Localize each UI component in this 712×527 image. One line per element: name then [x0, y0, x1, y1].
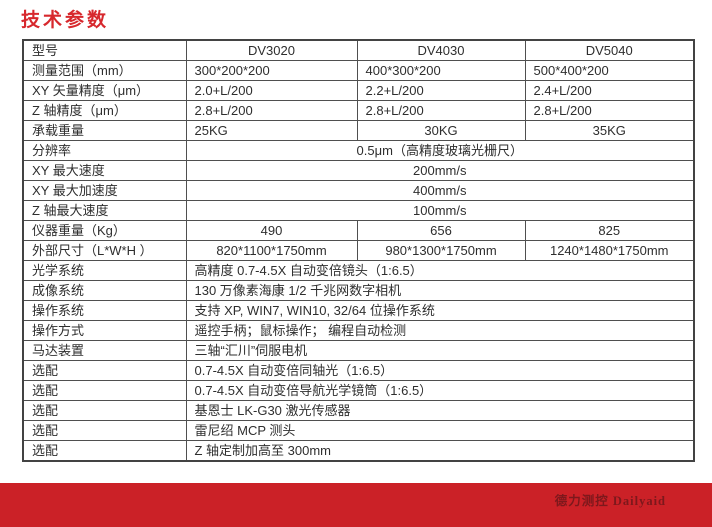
row-label: 仪器重量（Kg） — [22, 220, 187, 241]
table-row: 成像系统 130 万像素海康 1/2 千兆网数字相机 — [22, 280, 695, 301]
row-value: DV5040 — [524, 39, 695, 61]
row-label: 选配 — [22, 420, 187, 441]
footer-bar: 德力测控 Dailyaid — [0, 483, 712, 527]
table-row: Z 轴最大速度 100mm/s — [22, 200, 695, 221]
row-value-span: 0.7-4.5X 自动变倍导航光学镜筒（1:6.5） — [185, 380, 695, 401]
row-value-span: 0.5μm（高精度玻璃光栅尺） — [185, 140, 695, 161]
row-label: 操作系统 — [22, 300, 187, 321]
row-value-span: 200mm/s — [185, 160, 695, 181]
row-label: Z 轴精度（μm） — [22, 100, 187, 121]
row-value: DV4030 — [356, 39, 526, 61]
row-value: 980*1300*1750mm — [356, 240, 526, 261]
row-value-span: Z 轴定制加高至 300mm — [185, 440, 695, 462]
row-label: 型号 — [22, 39, 187, 61]
row-value: 25KG — [185, 120, 358, 141]
table-row: 选配 0.7-4.5X 自动变倍导航光学镜筒（1:6.5） — [22, 380, 695, 401]
row-value: 2.8+L/200 — [524, 100, 695, 121]
row-value-span: 高精度 0.7-4.5X 自动变倍镜头（1:6.5） — [185, 260, 695, 281]
table-row: 操作方式 遥控手柄；鼠标操作； 编程自动检测 — [22, 320, 695, 341]
spec-table: 型号 DV3020 DV4030 DV5040 测量范围（mm） 300*200*200 4… — [22, 39, 695, 462]
row-label: Z 轴最大速度 — [22, 200, 187, 221]
row-label: 测量范围（mm） — [22, 60, 187, 81]
row-label: 马达装置 — [22, 340, 187, 361]
table-row: XY 最大速度 200mm/s — [22, 160, 695, 181]
row-value: 2.8+L/200 — [185, 100, 358, 121]
table-row: 型号 DV3020 DV4030 DV5040 — [22, 39, 695, 61]
row-label: 承载重量 — [22, 120, 187, 141]
row-label: 操作方式 — [22, 320, 187, 341]
table-row: 选配 基恩士 LK-G30 激光传感器 — [22, 400, 695, 421]
table-row: 光学系统 高精度 0.7-4.5X 自动变倍镜头（1:6.5） — [22, 260, 695, 281]
row-value-span: 基恩士 LK-G30 激光传感器 — [185, 400, 695, 421]
row-label: 选配 — [22, 380, 187, 401]
row-value: 656 — [356, 220, 526, 241]
brand-text: 德力测控 Dailyaid — [554, 494, 666, 508]
row-value: 825 — [524, 220, 695, 241]
row-value-span: 130 万像素海康 1/2 千兆网数字相机 — [185, 280, 695, 301]
row-value: DV3020 — [185, 39, 358, 61]
row-value: 490 — [185, 220, 358, 241]
row-value: 820*1100*1750mm — [185, 240, 358, 261]
row-value-span: 0.7-4.5X 自动变倍同轴光（1:6.5） — [185, 360, 695, 381]
table-row: Z 轴精度（μm） 2.8+L/200 2.8+L/200 2.8+L/200 — [22, 100, 695, 121]
page-title: 技术参数 — [21, 10, 110, 31]
table-row: 仪器重量（Kg） 490 656 825 — [22, 220, 695, 241]
table-row: 马达装置 三轴“汇川”伺服电机 — [22, 340, 695, 361]
row-label: 外部尺寸（L*W*H ） — [22, 240, 187, 261]
row-label: XY 矢量精度（μm） — [22, 80, 187, 101]
table-row: 选配 雷尼绍 MCP 测头 — [22, 420, 695, 441]
row-value: 1240*1480*1750mm — [524, 240, 695, 261]
table-row: 承载重量 25KG 30KG 35KG — [22, 120, 695, 141]
table-row: 测量范围（mm） 300*200*200 400*300*200 500*400*20… — [22, 60, 695, 81]
row-value: 2.2+L/200 — [356, 80, 526, 101]
spec-table-body: 型号 DV3020 DV4030 DV5040 测量范围（mm） 300*200*200 4… — [22, 39, 695, 462]
row-value-span: 支持 XP, WIN7, WIN10, 32/64 位操作系统 — [185, 300, 695, 321]
row-value: 2.0+L/200 — [185, 80, 358, 101]
row-value: 500*400*200 — [524, 60, 695, 81]
row-value: 35KG — [524, 120, 695, 141]
row-label: 选配 — [22, 400, 187, 421]
row-value: 2.8+L/200 — [356, 100, 526, 121]
row-value: 30KG — [356, 120, 526, 141]
row-label: 选配 — [22, 360, 187, 381]
table-row: 操作系统 支持 XP, WIN7, WIN10, 32/64 位操作系统 — [22, 300, 695, 321]
row-value: 2.4+L/200 — [524, 80, 695, 101]
row-value-span: 遥控手柄；鼠标操作； 编程自动检测 — [185, 320, 695, 341]
row-value-span: 三轴“汇川”伺服电机 — [185, 340, 695, 361]
table-row: XY 矢量精度（μm） 2.0+L/200 2.2+L/200 2.4+L/200 — [22, 80, 695, 101]
table-row: 外部尺寸（L*W*H ） 820*1100*1750mm 980*1300*1750… — [22, 240, 695, 261]
row-label: XY 最大速度 — [22, 160, 187, 181]
table-row: XY 最大加速度 400mm/s — [22, 180, 695, 201]
row-value-span: 100mm/s — [185, 200, 695, 221]
row-value-span: 400mm/s — [185, 180, 695, 201]
row-label: 光学系统 — [22, 260, 187, 281]
row-value: 400*300*200 — [356, 60, 526, 81]
table-row: 分辨率 0.5μm（高精度玻璃光栅尺） — [22, 140, 695, 161]
row-value-span: 雷尼绍 MCP 测头 — [185, 420, 695, 441]
row-label: 成像系统 — [22, 280, 187, 301]
row-label: 选配 — [22, 440, 187, 462]
row-label: 分辨率 — [22, 140, 187, 161]
row-value: 300*200*200 — [185, 60, 358, 81]
table-row: 选配 Z 轴定制加高至 300mm — [22, 440, 695, 462]
row-label: XY 最大加速度 — [22, 180, 187, 201]
table-row: 选配 0.7-4.5X 自动变倍同轴光（1:6.5） — [22, 360, 695, 381]
